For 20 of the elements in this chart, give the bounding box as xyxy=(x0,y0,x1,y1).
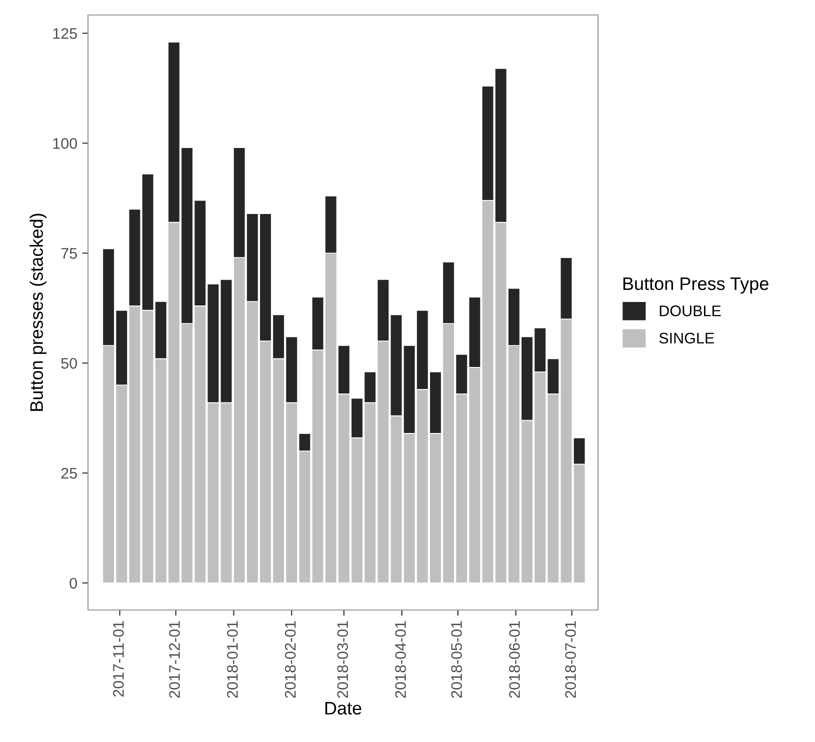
x-tick-label: 2018-07-01 xyxy=(565,621,576,698)
x-tick-label: 2017-11-01 xyxy=(113,621,124,697)
y-tick-label: 50 xyxy=(61,358,77,369)
x-tick-label: 2018-06-01 xyxy=(509,621,520,698)
x-tick-label: 2018-04-01 xyxy=(395,621,406,698)
x-tick-label: 2018-03-01 xyxy=(337,621,348,698)
x-axis-title: Date xyxy=(325,702,362,715)
x-tick-label: 2018-05-01 xyxy=(451,621,462,698)
y-tick-label: 125 xyxy=(53,28,77,39)
y-tick-label: 100 xyxy=(53,138,77,149)
legend-label: SINGLE xyxy=(659,332,714,344)
legend-label: DOUBLE xyxy=(660,305,721,316)
y-axis-title: Button presses (stacked) xyxy=(30,214,47,411)
y-tick-label: 0 xyxy=(70,578,77,589)
y-tick-label: 25 xyxy=(61,468,77,479)
x-tick-label: 2018-02-01 xyxy=(284,621,296,698)
x-tick-label: 2018-01-01 xyxy=(226,621,238,698)
y-tick-label: 75 xyxy=(61,248,77,259)
legend-title: Button Press Type xyxy=(623,277,768,294)
x-tick-label: 2017-12-01 xyxy=(169,621,180,698)
